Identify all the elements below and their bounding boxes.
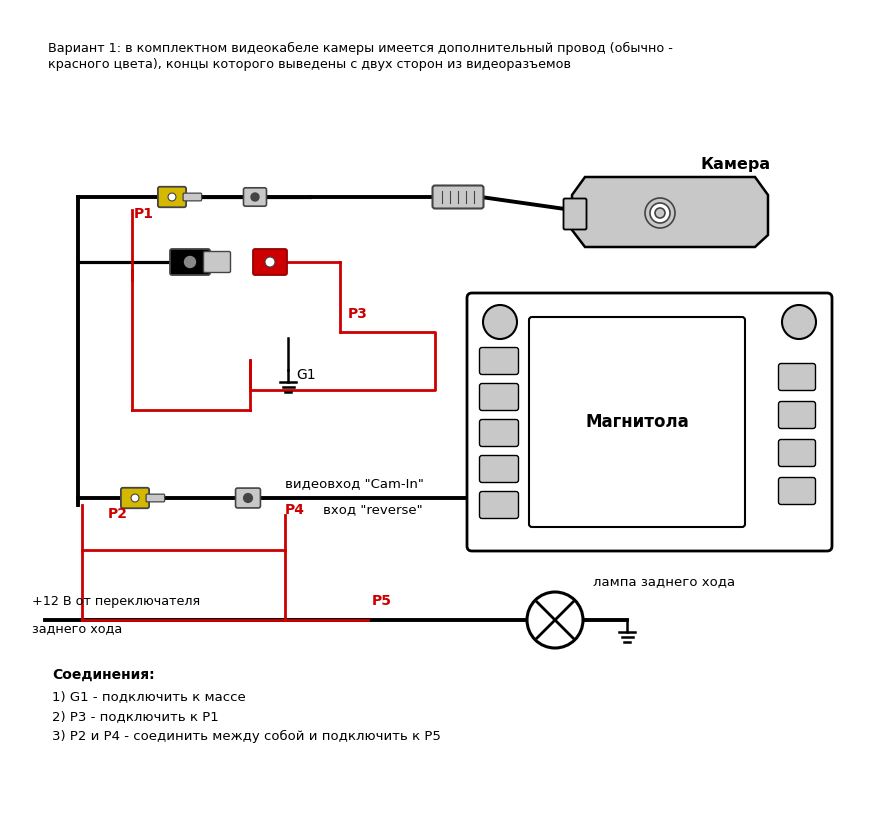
FancyBboxPatch shape — [779, 439, 816, 466]
FancyBboxPatch shape — [121, 488, 149, 508]
Circle shape — [265, 257, 275, 267]
Circle shape — [483, 305, 517, 339]
FancyBboxPatch shape — [779, 364, 816, 391]
Text: Соединения:: Соединения: — [52, 668, 155, 682]
Text: заднего хода: заднего хода — [32, 622, 122, 635]
FancyBboxPatch shape — [146, 494, 164, 502]
Text: красного цвета), концы которого выведены с двух сторон из видеоразъемов: красного цвета), концы которого выведены… — [48, 58, 571, 71]
Text: 1) G1 - подключить к массе: 1) G1 - подключить к массе — [52, 690, 246, 703]
Circle shape — [185, 256, 195, 268]
Text: P4: P4 — [285, 503, 305, 517]
Text: видеовход "Cam-In": видеовход "Cam-In" — [285, 478, 423, 490]
Text: Камера: Камера — [700, 157, 770, 172]
Circle shape — [650, 203, 670, 223]
Text: P1: P1 — [134, 207, 154, 221]
FancyBboxPatch shape — [479, 383, 519, 410]
Circle shape — [131, 494, 139, 502]
FancyBboxPatch shape — [479, 347, 519, 374]
FancyBboxPatch shape — [183, 193, 202, 201]
FancyBboxPatch shape — [479, 420, 519, 447]
Text: P2: P2 — [108, 507, 128, 521]
FancyBboxPatch shape — [779, 478, 816, 504]
Text: P5: P5 — [372, 594, 392, 608]
FancyBboxPatch shape — [479, 492, 519, 519]
Text: P3: P3 — [348, 307, 368, 321]
Circle shape — [251, 193, 259, 201]
FancyBboxPatch shape — [779, 401, 816, 429]
Text: лампа заднего хода: лампа заднего хода — [593, 575, 735, 588]
FancyBboxPatch shape — [563, 199, 586, 230]
Text: Магнитола: Магнитола — [585, 413, 689, 431]
FancyBboxPatch shape — [158, 186, 187, 207]
FancyBboxPatch shape — [529, 317, 745, 527]
Text: вход "reverse": вход "reverse" — [323, 503, 423, 516]
FancyBboxPatch shape — [243, 188, 266, 206]
Circle shape — [527, 592, 583, 648]
Text: 3) P2 и P4 - соединить между собой и подключить к P5: 3) P2 и P4 - соединить между собой и под… — [52, 730, 441, 743]
Text: +12 В от переключателя: +12 В от переключателя — [32, 595, 200, 608]
Text: 2) P3 - подключить к P1: 2) P3 - подключить к P1 — [52, 710, 218, 723]
Circle shape — [655, 208, 665, 218]
FancyBboxPatch shape — [467, 293, 832, 551]
Circle shape — [244, 493, 253, 502]
Polygon shape — [572, 177, 768, 247]
Text: Вариант 1: в комплектном видеокабеле камеры имеется дополнительный провод (обычн: Вариант 1: в комплектном видеокабеле кам… — [48, 42, 673, 55]
Circle shape — [645, 198, 675, 228]
Circle shape — [168, 193, 176, 201]
FancyBboxPatch shape — [432, 186, 484, 209]
Circle shape — [782, 305, 816, 339]
FancyBboxPatch shape — [170, 249, 210, 275]
FancyBboxPatch shape — [235, 488, 261, 508]
FancyBboxPatch shape — [479, 456, 519, 483]
FancyBboxPatch shape — [203, 251, 231, 273]
FancyBboxPatch shape — [253, 249, 287, 275]
Text: G1: G1 — [296, 368, 316, 382]
